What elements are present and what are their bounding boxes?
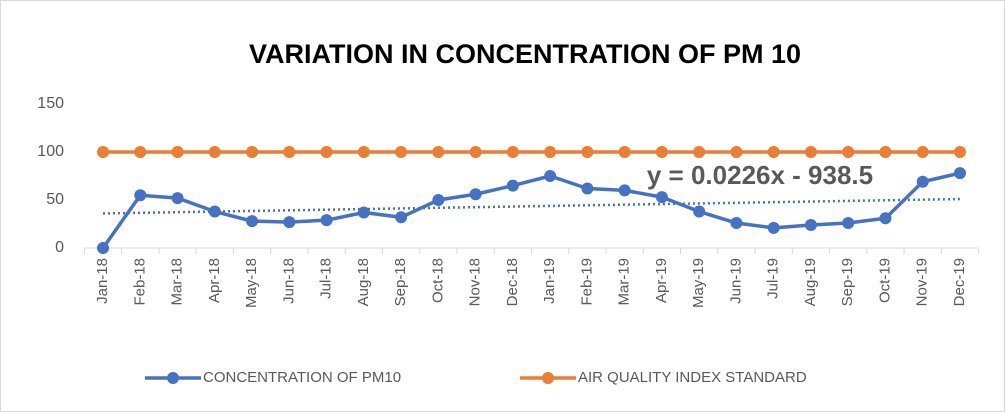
x-tick-label: Dec-18 [504, 258, 521, 306]
legend-item: CONCENTRATION OF PM10 [145, 369, 401, 386]
data-point [469, 146, 482, 158]
data-point [432, 146, 445, 158]
x-tick-label: Apr-18 [206, 258, 223, 303]
x-tick-label: Nov-18 [467, 258, 484, 306]
data-point [357, 206, 370, 219]
x-tick-label: Aug-18 [355, 258, 372, 306]
data-point [916, 175, 929, 188]
x-tick-label: Mar-19 [616, 258, 633, 306]
data-point [208, 146, 221, 158]
x-tick-label: Nov-19 [914, 258, 931, 306]
data-point [97, 242, 110, 254]
trendline-equation: y = 0.0226x - 938.5 [647, 160, 873, 190]
x-tick-label: Jun-19 [727, 258, 744, 304]
x-tick-label: Sep-19 [839, 258, 856, 306]
data-point [395, 146, 408, 158]
data-point [134, 189, 147, 202]
data-point [320, 214, 333, 227]
x-tick-label: Apr-19 [653, 258, 670, 303]
data-point [432, 194, 445, 206]
legend-item: AIR QUALITY INDEX STANDARD [520, 369, 807, 386]
data-point [395, 211, 408, 224]
data-point [804, 218, 817, 231]
x-tick-label: May-18 [243, 258, 260, 308]
legend-label: AIR QUALITY INDEX STANDARD [578, 369, 807, 386]
data-point [506, 146, 519, 158]
y-tick-label: 100 [37, 143, 64, 160]
data-point [953, 167, 966, 180]
data-point [767, 221, 780, 234]
data-point [320, 146, 333, 158]
x-tick-label: Sep-18 [392, 258, 409, 306]
x-tick-label: Oct-19 [876, 258, 893, 303]
data-point [916, 146, 929, 158]
x-tick-label: Jan-18 [94, 258, 111, 304]
y-tick-label: 150 [37, 95, 64, 112]
chart-title: VARIATION IN CONCENTRATION OF PM 10 [249, 39, 801, 69]
x-tick-label: Feb-19 [578, 258, 595, 306]
data-point [618, 146, 631, 158]
data-point [469, 188, 482, 201]
x-tick-label: Mar-18 [169, 258, 186, 306]
data-point [283, 146, 296, 158]
x-tick-label: Dec-19 [951, 258, 968, 306]
data-point [283, 216, 296, 229]
data-point [655, 146, 668, 158]
data-point [693, 146, 706, 158]
x-tick-label: Feb-18 [131, 258, 148, 306]
data-point [581, 182, 594, 195]
data-point [842, 217, 855, 230]
data-point [581, 146, 594, 158]
x-tick-label: Jul-18 [318, 258, 335, 299]
y-tick-label: 50 [46, 191, 64, 208]
x-tick-label: Aug-19 [802, 258, 819, 306]
data-point [134, 146, 147, 158]
data-point [655, 191, 668, 204]
data-point [544, 170, 557, 182]
y-tick-label: 0 [55, 239, 64, 256]
legend-label: CONCENTRATION OF PM10 [203, 369, 401, 386]
data-point [171, 192, 184, 205]
x-tick-label: Jun-18 [280, 258, 297, 304]
data-point [171, 146, 184, 158]
data-point [879, 146, 892, 158]
data-point [730, 217, 743, 230]
data-point [693, 205, 706, 218]
x-tick-label: Oct-18 [429, 258, 446, 303]
data-point [618, 184, 631, 197]
data-point [97, 146, 110, 158]
data-point [730, 146, 743, 158]
data-point [767, 146, 780, 158]
series-line [101, 171, 961, 250]
legend-marker [167, 372, 179, 384]
data-point [842, 146, 855, 158]
data-point [804, 146, 817, 158]
data-point [208, 205, 221, 218]
data-point [506, 179, 519, 192]
data-point [544, 146, 557, 158]
x-tick-label: Jan-19 [541, 258, 558, 304]
data-point [879, 212, 892, 225]
data-point [357, 146, 370, 158]
data-point [246, 215, 259, 228]
data-point [953, 146, 966, 158]
data-point [246, 146, 259, 158]
x-tick-label: Jul-19 [765, 258, 782, 299]
legend-marker [542, 372, 554, 384]
x-tick-label: May-19 [690, 258, 707, 308]
